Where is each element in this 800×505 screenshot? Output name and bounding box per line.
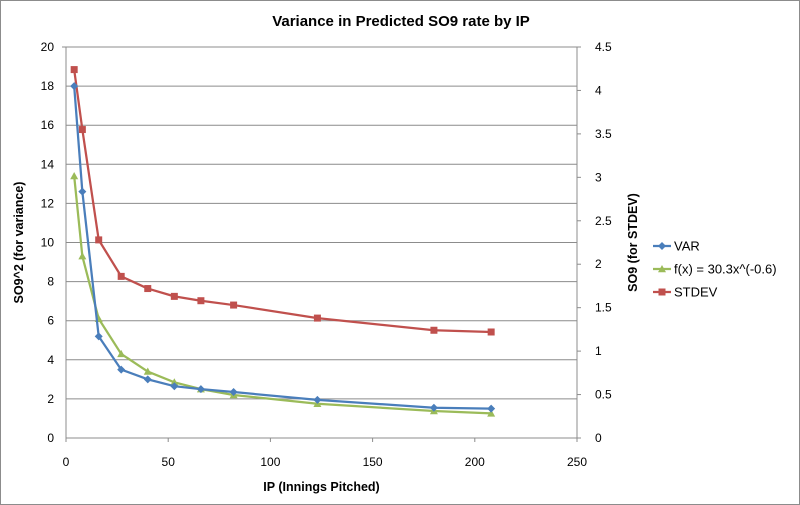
y-tick-label: 16: [41, 118, 55, 132]
data-point: [197, 297, 205, 305]
series-layer: [70, 66, 496, 417]
data-point: [143, 367, 152, 375]
data-point: [78, 252, 87, 260]
x-axis-title: IP (Innings Pitched): [263, 480, 379, 494]
series-var: [70, 82, 496, 413]
legend-marker: [658, 288, 666, 296]
data-point: [487, 409, 496, 417]
legend-item: f(x) = 30.3x^(-0.6): [653, 262, 777, 277]
legend-item: STDEV: [653, 285, 718, 300]
series-stdev: [70, 66, 495, 336]
y2-axis-title: SO9 (for STDEV): [626, 193, 640, 292]
legend-label: VAR: [674, 239, 700, 254]
data-point: [170, 292, 178, 300]
data-point: [429, 403, 438, 412]
data-point: [94, 332, 103, 341]
data-point: [78, 126, 86, 134]
series-line: [73, 69, 492, 334]
y-tick-label: 12: [41, 196, 55, 210]
data-point: [196, 385, 205, 394]
data-point: [487, 404, 496, 413]
x-tick-label: 150: [363, 455, 383, 469]
x-tick-label: 50: [162, 455, 176, 469]
data-point: [229, 388, 238, 397]
y-tick-label: 8: [47, 275, 54, 289]
y2-tick-label: 0.5: [595, 388, 612, 402]
data-point: [487, 328, 495, 336]
data-point: [313, 314, 321, 322]
series-f-x-30-3x-0-6: [70, 172, 496, 417]
y2-tick-label: 1.5: [595, 301, 612, 315]
data-point: [70, 172, 79, 180]
x-tick-label: 0: [63, 455, 70, 469]
y2-tick-label: 3.5: [595, 127, 612, 141]
y2-tick-label: 1: [595, 344, 602, 358]
data-point: [117, 272, 125, 280]
y-tick-label: 2: [47, 392, 54, 406]
y2-tick-label: 4.5: [595, 40, 612, 54]
y-axis-title: SO9^2 (for variance): [12, 182, 26, 304]
legend: VAR f(x) = 30.3x^(-0.6) STDEV: [653, 239, 777, 300]
data-point: [230, 301, 238, 309]
y2-tick-label: 3: [595, 170, 602, 184]
data-point: [144, 285, 152, 293]
x-tick-label: 200: [465, 455, 485, 469]
data-point: [117, 349, 126, 358]
y-tick-label: 20: [41, 40, 55, 54]
legend-marker: [658, 242, 666, 250]
y-tick-label: 14: [41, 157, 55, 171]
y-tick-label: 0: [47, 431, 54, 445]
y2-tick-label: 2: [595, 257, 602, 271]
legend-label: STDEV: [674, 285, 718, 300]
legend-marker: [658, 265, 666, 273]
legend-item: VAR: [653, 239, 700, 254]
y2-tick-label: 4: [595, 83, 602, 97]
data-point: [78, 187, 87, 196]
data-point: [70, 82, 79, 91]
series-line: [73, 175, 492, 415]
data-point: [95, 236, 103, 244]
data-point: [313, 395, 322, 404]
y-tick-label: 18: [41, 79, 55, 93]
chart-title: Variance in Predicted SO9 rate by IP: [272, 13, 530, 30]
data-point: [143, 375, 152, 384]
y-tick-label: 6: [47, 314, 54, 328]
legend-label: f(x) = 30.3x^(-0.6): [674, 262, 777, 277]
data-point: [170, 378, 179, 386]
grid-layer: [66, 46, 577, 400]
y-tick-label: 4: [47, 353, 54, 367]
x-tick-label: 250: [567, 455, 587, 469]
data-point: [430, 326, 438, 334]
x-tick-label: 100: [260, 455, 280, 469]
data-point: [70, 66, 78, 74]
y-tick-label: 10: [41, 236, 55, 250]
data-point: [117, 365, 126, 374]
y2-tick-label: 2.5: [595, 214, 612, 228]
data-point: [170, 382, 179, 391]
y2-tick-label: 0: [595, 431, 602, 445]
